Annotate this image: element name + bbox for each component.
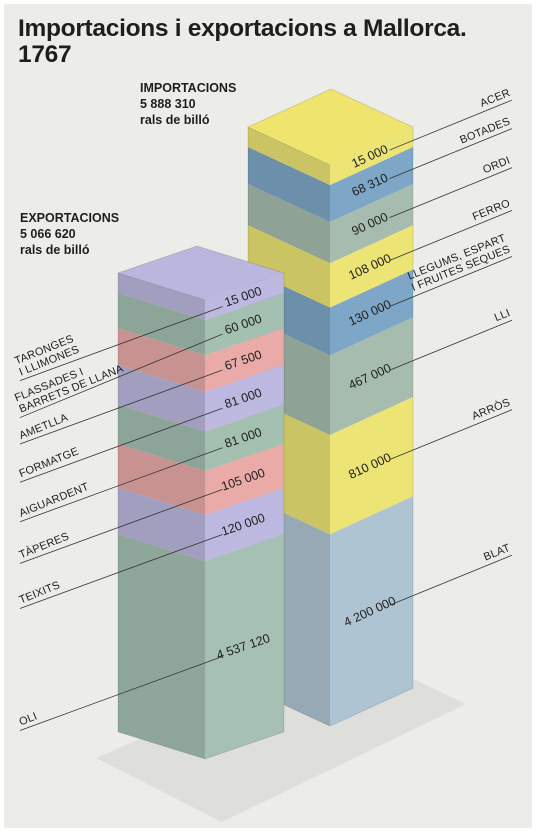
segment-left-face: [118, 534, 205, 759]
category-label: BLAT: [482, 542, 512, 563]
segment-right-face: [205, 328, 284, 392]
segment-left-face: [118, 293, 205, 356]
segment-right-face: [330, 127, 413, 186]
segment-left-face: [118, 487, 205, 562]
segment-right-face: [330, 147, 413, 223]
segment-left-face: [248, 184, 330, 264]
group-total: 5 888 310: [140, 97, 196, 111]
segment-right-face: [205, 487, 284, 562]
segment-left-face: [248, 225, 330, 308]
leader-line: [19, 333, 223, 418]
category-label: TÀPERES: [17, 530, 71, 562]
leader-line: [389, 554, 513, 606]
segment-right-face: [205, 443, 284, 515]
category-label: AMETLLA: [18, 411, 71, 442]
category-label: OLI: [18, 710, 40, 728]
segment-right-face: [330, 496, 413, 727]
category-label: FORMATGE: [18, 445, 81, 480]
segment-right-face: [205, 364, 284, 432]
segment-right-face: [205, 293, 284, 356]
segment-left-face: [248, 127, 330, 186]
leader-line: [19, 306, 223, 381]
segment-left-face: [118, 443, 205, 515]
leader-line: [19, 407, 223, 483]
segment-right-face: [205, 534, 284, 759]
segment-left-face: [118, 328, 205, 392]
leader-line: [19, 656, 223, 731]
leader-line: [389, 256, 513, 307]
category-label: BOTADES: [458, 115, 512, 146]
chart-title: Importacions i exportacions a Mallorca. …: [18, 15, 467, 68]
leader-line: [389, 319, 513, 371]
leader-line: [389, 167, 513, 219]
segment-left-face: [118, 273, 205, 321]
segment-right-face: [330, 397, 413, 535]
leader-line: [389, 409, 513, 461]
segment-right-face: [205, 273, 284, 321]
leader-line: [19, 489, 223, 564]
leader-line: [389, 99, 513, 151]
group-total: 5 066 620: [20, 227, 76, 241]
column-outline: [116, 245, 285, 760]
category-label: ORDI: [481, 155, 512, 177]
segment-right-face: [330, 225, 413, 308]
segment-left-face: [118, 404, 205, 471]
group-name: IMPORTACIONS: [140, 81, 236, 95]
column: [116, 245, 285, 760]
column-top: [118, 246, 284, 300]
category-label: FERRO: [471, 197, 512, 223]
leader-line: [389, 128, 513, 179]
category-label: LLI: [493, 307, 512, 324]
group-unit: rals de billó: [20, 243, 90, 257]
category-label: ACER: [478, 87, 512, 110]
segment-left-face: [118, 364, 205, 432]
segment-right-face: [330, 184, 413, 264]
category-label: TEIXITS: [18, 579, 62, 606]
segment-left-face: [248, 147, 330, 223]
segment-right-face: [205, 404, 284, 471]
leader-line: [389, 210, 513, 261]
leader-line: [19, 369, 223, 445]
leader-line: [19, 534, 223, 609]
column-top: [248, 89, 413, 165]
group-unit: rals de billó: [140, 113, 210, 127]
segment-right-face: [330, 317, 413, 436]
segment-right-face: [330, 269, 413, 356]
group-name: EXPORTACIONS: [20, 211, 119, 225]
leader-line: [19, 447, 223, 523]
